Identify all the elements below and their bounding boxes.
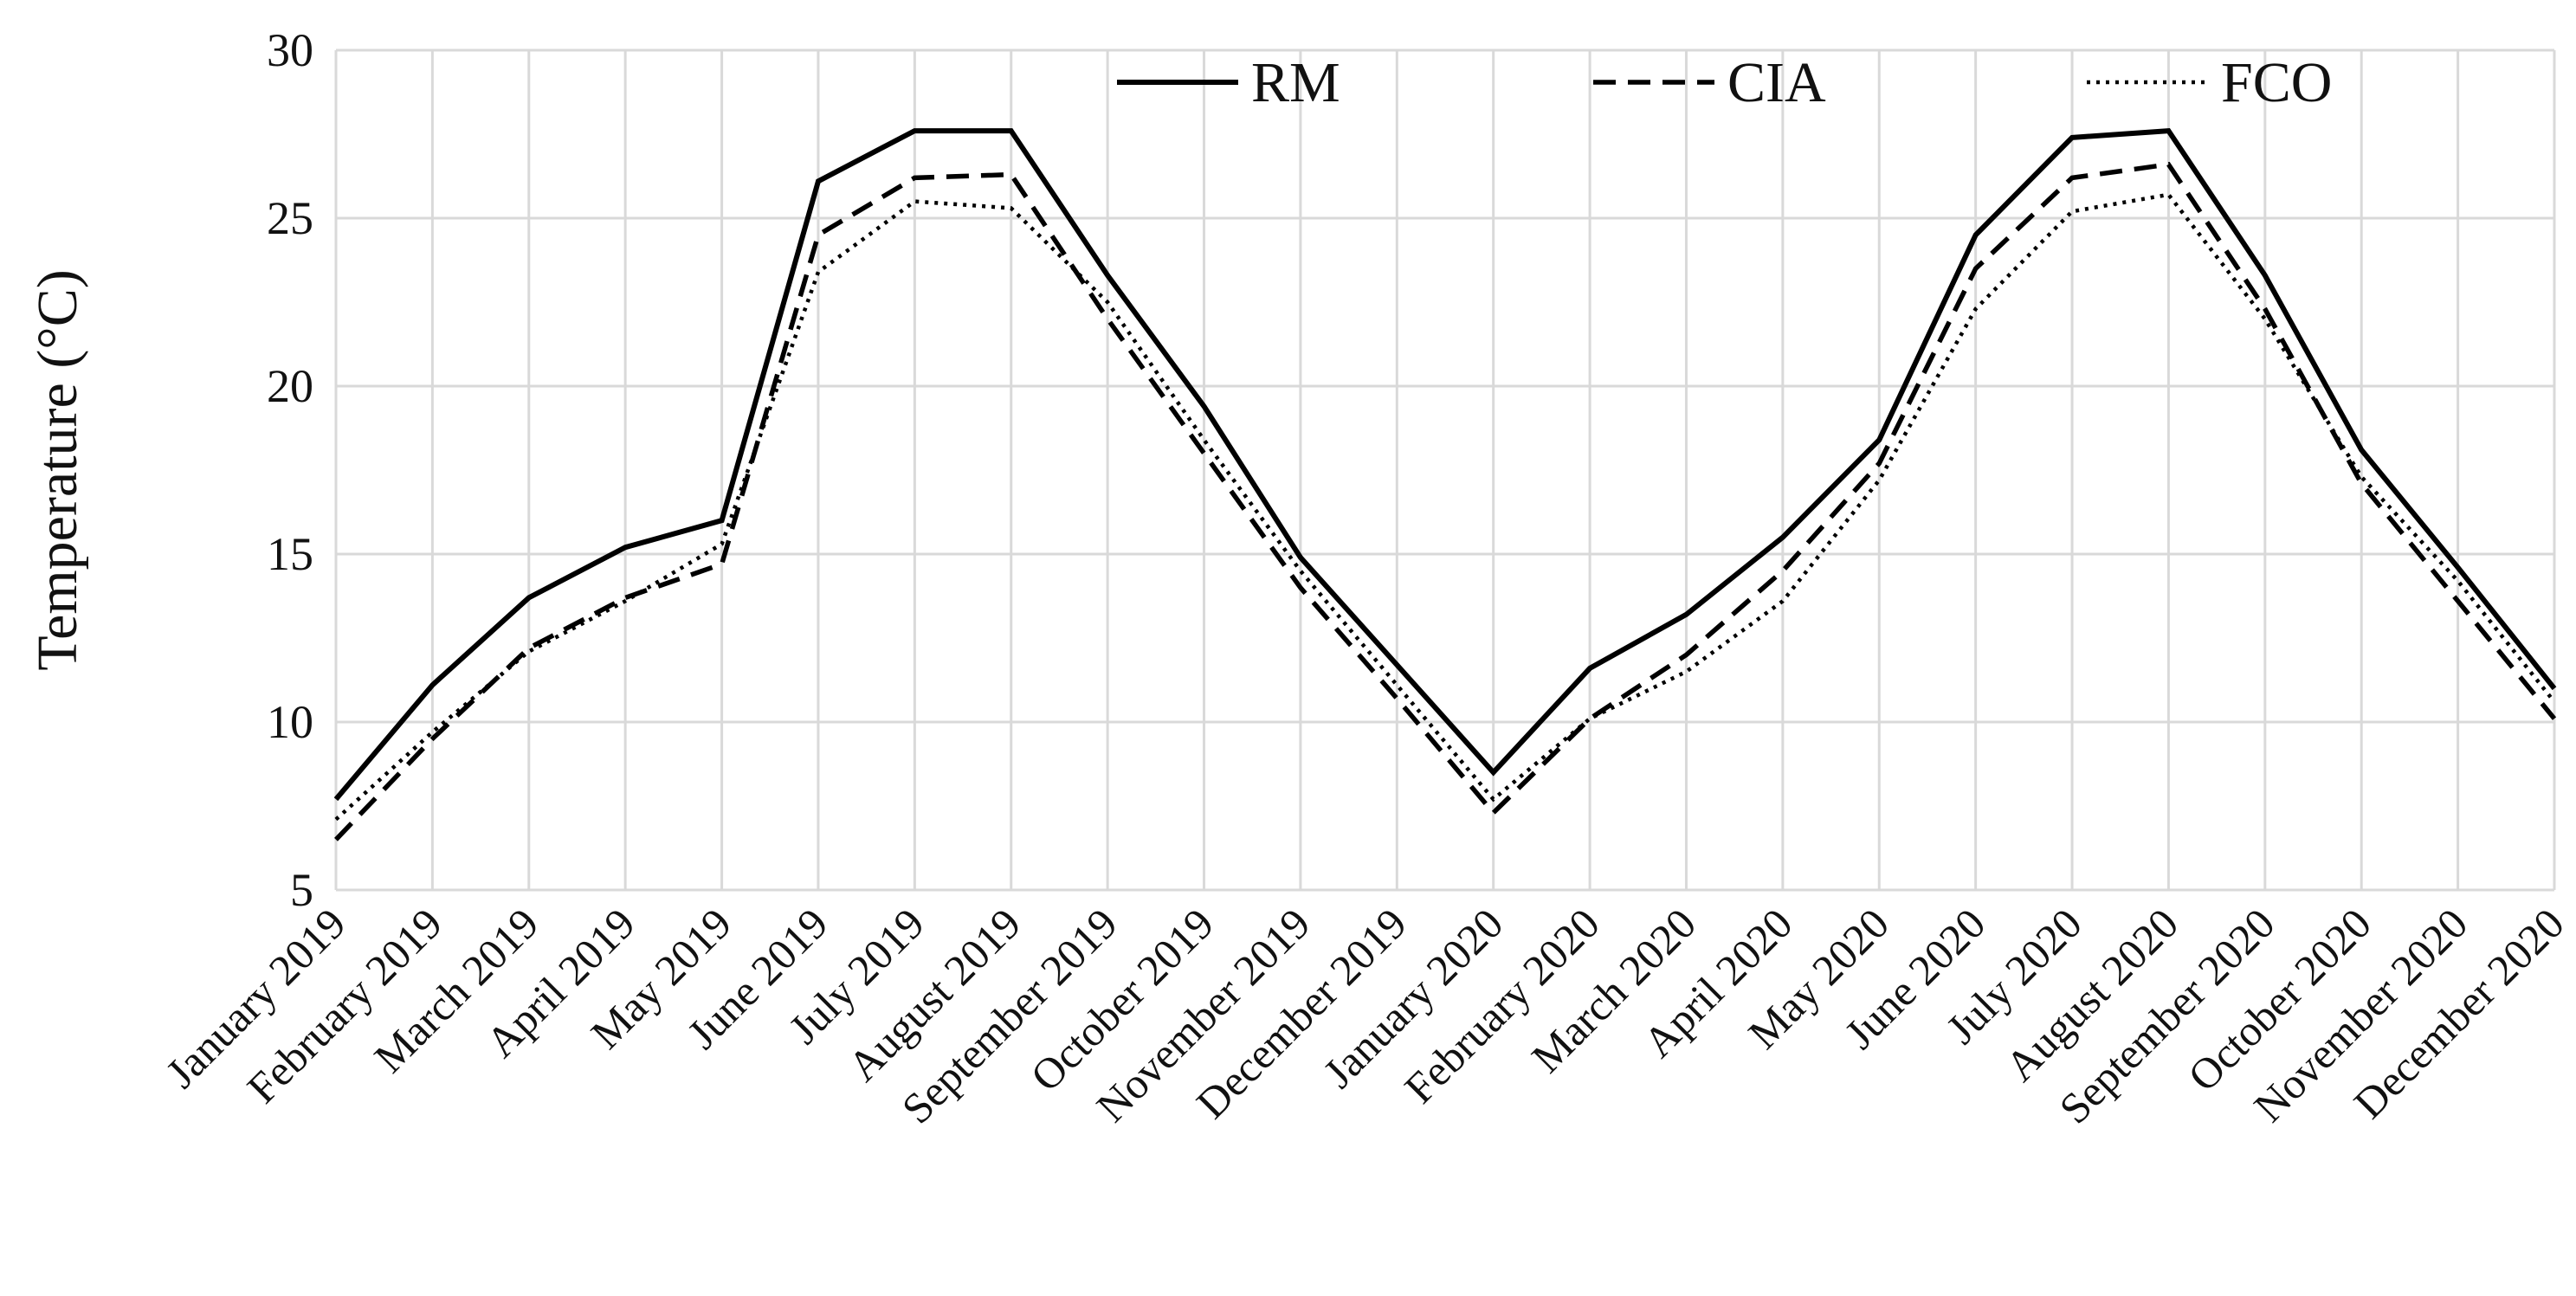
grid — [334, 48, 2556, 892]
y-tick-label: 10 — [267, 696, 313, 748]
legend-label: RM — [1251, 51, 1340, 114]
series-line-cia — [334, 161, 2557, 841]
legend-item-fco: FCO — [2087, 51, 2332, 114]
y-tick-label: 20 — [267, 360, 313, 412]
legend-item-cia: CIA — [1593, 51, 1826, 114]
series-lines — [333, 127, 2557, 841]
y-tick-label: 25 — [267, 192, 313, 244]
legend-label: FCO — [2221, 51, 2332, 114]
y-tick-label: 30 — [267, 24, 313, 76]
y-tick-label: 15 — [267, 528, 313, 580]
series-line-fco — [334, 192, 2556, 822]
series-line-rm — [333, 127, 2557, 802]
legend: RM CIA FCO — [1117, 51, 2332, 114]
legend-label: CIA — [1727, 51, 1826, 114]
y-axis-label: Temperature (°C) — [26, 269, 89, 670]
y-tick-label: 5 — [290, 864, 313, 916]
legend-item-rm: RM — [1117, 51, 1340, 114]
